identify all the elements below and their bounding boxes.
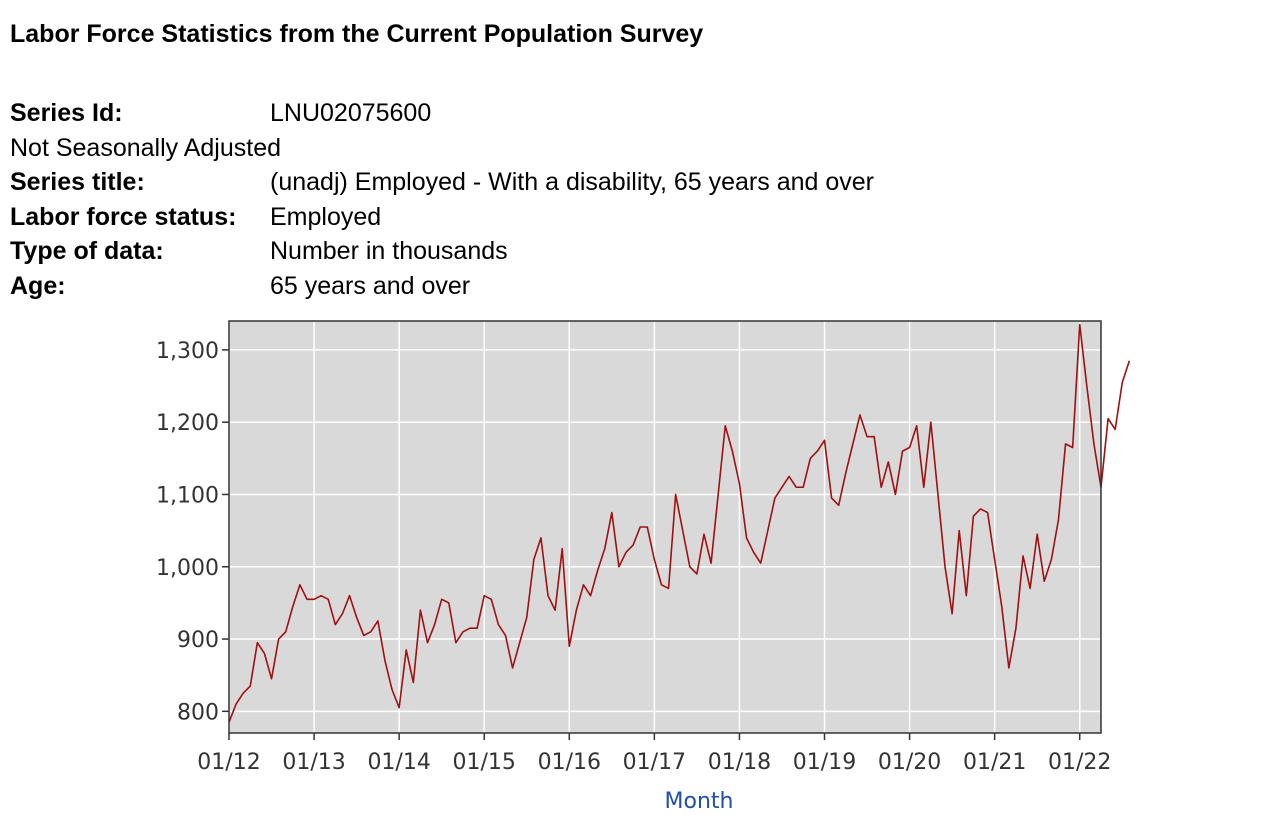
- series-metadata: Series Id: LNU02075600 Not Seasonally Ad…: [10, 96, 874, 303]
- labor-force-status-label: Labor force status:: [10, 202, 237, 231]
- x-tick-label: 01/16: [538, 750, 601, 775]
- age-value: 65 years and over: [270, 271, 471, 300]
- plot-frame: [228, 320, 1102, 734]
- series-line: [228, 323, 1131, 723]
- age-label: Age:: [10, 271, 66, 300]
- x-tick-label: 01/18: [708, 750, 771, 775]
- labor-force-status-row: Labor force status: Employed: [10, 200, 874, 235]
- series-id-row: Series Id: LNU02075600: [10, 96, 874, 131]
- y-tick-label: 900: [177, 628, 219, 653]
- labor-force-status-value: Employed: [270, 202, 382, 231]
- series-title-label: Series title:: [10, 168, 145, 196]
- type-of-data-label: Type of data:: [10, 237, 164, 265]
- x-tick-label: 01/20: [878, 750, 941, 775]
- x-tick-label: 01/21: [963, 750, 1026, 775]
- adjustment-row: Not Seasonally Adjusted: [10, 131, 874, 166]
- x-tick-label: 01/12: [197, 750, 260, 775]
- x-tick-label: 01/14: [367, 750, 430, 775]
- x-tick-label: 01/15: [453, 750, 516, 775]
- x-tick-label: 01/17: [623, 750, 686, 775]
- age-row: Age: 65 years and over: [10, 269, 874, 304]
- y-tick-label: 1,200: [156, 411, 219, 436]
- x-tick-label: 01/13: [282, 750, 345, 775]
- page-title: Labor Force Statistics from the Current …: [10, 20, 704, 48]
- series-title-value: (unadj) Employed - With a disability, 65…: [270, 168, 874, 196]
- y-tick-label: 1,100: [156, 483, 219, 508]
- y-tick-label: 800: [177, 700, 219, 725]
- x-tick-label: 01/22: [1048, 750, 1111, 775]
- y-tick-label: 1,300: [156, 339, 219, 364]
- x-axis-title: Month: [665, 789, 734, 814]
- series-title-row: Series title: (unadj) Employed - With a …: [10, 165, 874, 200]
- type-of-data-row: Type of data: Number in thousands: [10, 234, 874, 269]
- series-id-label: Series Id:: [10, 99, 123, 127]
- series-id-value: LNU02075600: [270, 99, 432, 127]
- x-tick-label: 01/19: [793, 750, 856, 775]
- adjustment-value: Not Seasonally Adjusted: [10, 133, 282, 162]
- y-tick-label: 1,000: [156, 556, 219, 581]
- plot-area: [229, 321, 1101, 733]
- type-of-data-value: Number in thousands: [270, 237, 508, 265]
